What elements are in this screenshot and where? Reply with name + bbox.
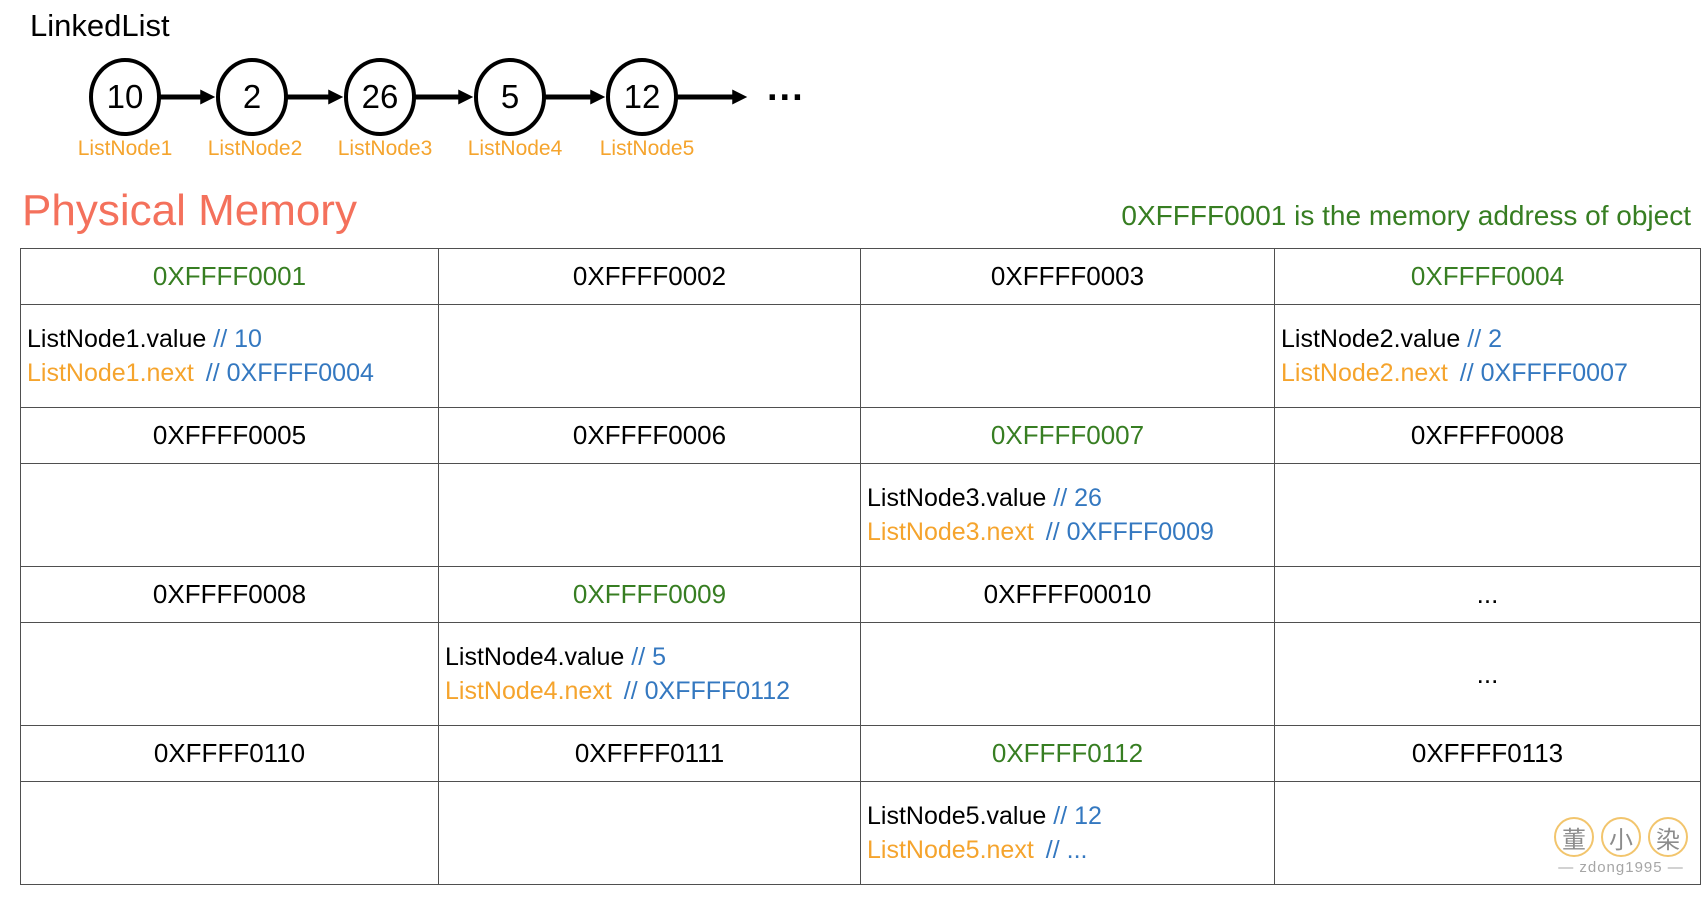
tail-ellipsis: ... [767,67,805,109]
physical-memory-title: Physical Memory [22,186,357,235]
memory-address: 0XFFFF0002 [572,261,727,291]
address-row: 0XFFFF0110 0XFFFF0111 0XFFFF0112 0XFFFF0… [20,725,1701,782]
watermark: 董 小 染 — zdong1995 — [1554,817,1688,876]
memory-content-cell [860,622,1275,726]
watermark-seal-icon: 染 [1648,817,1688,857]
memory-address-cell: 0XFFFF0004 [1274,248,1701,305]
node-label: ListNode2 [208,137,303,160]
node-value: 10 [107,78,144,115]
memory-address-cell: 0XFFFF0002 [438,248,861,305]
memory-note: 0XFFFF0001 is the memory address of obje… [1121,200,1691,231]
memory-address: 0XFFFF0112 [991,738,1144,768]
memory-address: 0XFFFF0111 [574,738,725,768]
memory-address: 0XFFFF0003 [990,261,1145,291]
ellipsis-text: ... [1476,658,1499,689]
node-value-line: ListNode1.value// 10 [27,325,262,353]
memory-content-cell [860,304,1275,408]
node-label: ListNode3 [338,137,433,160]
memory-content-cell [1274,463,1701,567]
node-value: 26 [362,78,399,115]
memory-content-cell: ListNode2.value// 2 ListNode2.next// 0XF… [1274,304,1701,408]
node-next-line: ListNode2.next// 0XFFFF0007 [1281,359,1628,387]
node-next-line: ListNode4.next// 0XFFFF0112 [445,677,791,705]
node-value: 12 [624,78,661,115]
memory-address: 0XFFFF0110 [153,738,306,768]
memory-address-cell: 0XFFFF0003 [860,248,1275,305]
linkedlist-diagram: 10 2 26 5 12 ... ListNode1 ListNode2 Lis… [78,58,805,160]
node-next-line: ListNode1.next// 0XFFFF0004 [27,359,374,387]
memory-address-cell: 0XFFFF0006 [438,407,861,464]
memory-content-cell [438,304,861,408]
memory-content-cell [438,781,861,885]
memory-address-cell: 0XFFFF0110 [20,725,439,782]
memory-address: 0XFFFF0007 [990,420,1145,450]
node-value: 5 [501,78,519,115]
node-label: ListNode5 [600,137,695,160]
memory-content-cell [20,622,439,726]
memory-content-cell: ... [1274,622,1701,726]
memory-address: 0XFFFF0001 [152,261,307,291]
memory-address: 0XFFFF0004 [1410,261,1565,291]
memory-address-cell: 0XFFFF0009 [438,566,861,623]
memory-content-cell: ListNode5.value// 12 ListNode5.next// ..… [860,781,1275,885]
memory-content-cell: ListNode1.value// 10 ListNode1.next// 0X… [20,304,439,408]
memory-address: 0XFFFF0005 [152,420,307,450]
memory-content-cell: 董 小 染 — zdong1995 — [1274,781,1701,885]
address-row: 0XFFFF0008 0XFFFF0009 0XFFFF00010 ... [20,566,1701,623]
memory-address-cell: 0XFFFF0112 [860,725,1275,782]
watermark-seal-icon: 小 [1601,817,1641,857]
memory-content-cell: ListNode4.value// 5 ListNode4.next// 0XF… [438,622,861,726]
memory-address-cell: 0XFFFF00010 [860,566,1275,623]
node-next-line: ListNode3.next// 0XFFFF0009 [867,518,1214,546]
memory-address: 0XFFFF0008 [1410,420,1565,450]
memory-address: 0XFFFF0006 [572,420,727,450]
memory-address-cell: ... [1274,566,1701,623]
memory-address-cell: 0XFFFF0008 [20,566,439,623]
node-next-line: ListNode5.next// ... [867,836,1088,864]
node-value-line: ListNode2.value// 2 [1281,325,1503,353]
node-value-line: ListNode5.value// 12 [867,802,1102,830]
address-row: 0XFFFF0001 0XFFFF0002 0XFFFF0003 0XFFFF0… [20,248,1701,305]
content-row: ListNode1.value// 10 ListNode1.next// 0X… [20,304,1701,408]
node-value-line: ListNode4.value// 5 [445,643,667,671]
memory-address-cell: 0XFFFF0001 [20,248,439,305]
memory-address-cell: 0XFFFF0005 [20,407,439,464]
memory-address-cell: 0XFFFF0008 [1274,407,1701,464]
memory-address-cell: 0XFFFF0113 [1274,725,1701,782]
watermark-handle: — zdong1995 — [1558,859,1684,876]
content-row: ListNode3.value// 26 ListNode3.next// 0X… [20,463,1701,567]
memory-address-cell: 0XFFFF0007 [860,407,1275,464]
memory-content-cell: ListNode3.value// 26 ListNode3.next// 0X… [860,463,1275,567]
address-row: 0XFFFF0005 0XFFFF0006 0XFFFF0007 0XFFFF0… [20,407,1701,464]
memory-content-cell [20,781,439,885]
memory-address-cell: 0XFFFF0111 [438,725,861,782]
memory-table: 0XFFFF0001 0XFFFF0002 0XFFFF0003 0XFFFF0… [20,248,1701,885]
node-label: ListNode1 [78,137,173,160]
content-row: ListNode4.value// 5 ListNode4.next// 0XF… [20,622,1701,726]
content-row: ListNode5.value// 12 ListNode5.next// ..… [20,781,1701,885]
memory-content-cell [20,463,439,567]
node-value: 2 [243,78,261,115]
memory-address: 0XFFFF0009 [572,579,727,609]
watermark-seals: 董 小 染 [1554,817,1688,857]
memory-address: 0XFFFF00010 [983,579,1152,609]
memory-address: 0XFFFF0113 [1411,738,1564,768]
memory-address: ... [1476,579,1499,609]
linkedlist-title: LinkedList [30,8,170,43]
node-value-line: ListNode3.value// 26 [867,484,1102,512]
node-label: ListNode4 [468,137,563,160]
memory-content-cell [438,463,861,567]
watermark-seal-icon: 董 [1554,817,1594,857]
memory-address: 0XFFFF0008 [152,579,307,609]
